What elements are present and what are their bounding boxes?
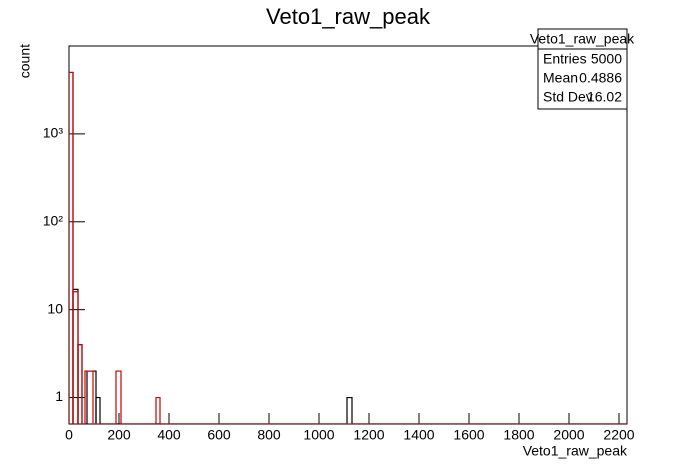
y-axis-label: count — [17, 44, 33, 78]
y-tick-label: 10² — [43, 212, 64, 228]
y-tick-label: 1 — [55, 388, 63, 404]
y-tick-label: 10³ — [43, 125, 64, 141]
histogram-bin — [115, 370, 122, 424]
histogram-bin — [346, 396, 353, 424]
x-axis-label: Veto1_raw_peak — [523, 443, 628, 459]
x-tick-label: 0 — [65, 427, 73, 443]
x-tick-label: 200 — [107, 427, 131, 443]
histogram-bin — [77, 344, 83, 424]
stats-box: Veto1_raw_peak Entries 5000 Mean 0.4886 Std … — [530, 28, 635, 110]
x-tick-label: 2000 — [553, 427, 584, 443]
x-tick-label: 600 — [207, 427, 231, 443]
histogram-bin — [95, 396, 101, 424]
stats-label: Entries — [543, 51, 587, 67]
stats-label: Std Dev — [543, 89, 593, 105]
x-tick-label: 1600 — [453, 427, 484, 443]
histogram-bin — [155, 396, 161, 424]
x-tick-label: 1800 — [503, 427, 534, 443]
stats-value: 16.02 — [587, 89, 622, 105]
stats-frame — [537, 28, 628, 110]
x-tick-label: 1200 — [353, 427, 384, 443]
histogram-bin — [84, 370, 94, 424]
stats-title: Veto1_raw_peak — [530, 31, 635, 47]
chart-title: Veto1_raw_peak — [266, 4, 431, 29]
x-tick-label: 400 — [157, 427, 181, 443]
x-tick-label: 800 — [257, 427, 281, 443]
x-tick-label: 2200 — [603, 427, 634, 443]
stats-label: Mean — [543, 70, 578, 86]
stats-value: 5000 — [591, 51, 622, 67]
x-tick-label: 1400 — [403, 427, 434, 443]
stats-value: 0.4886 — [579, 70, 622, 86]
plot-area — [69, 71, 627, 424]
y-tick-label: 10 — [47, 300, 63, 316]
x-tick-label: 1000 — [303, 427, 334, 443]
histogram-bin — [69, 71, 74, 424]
